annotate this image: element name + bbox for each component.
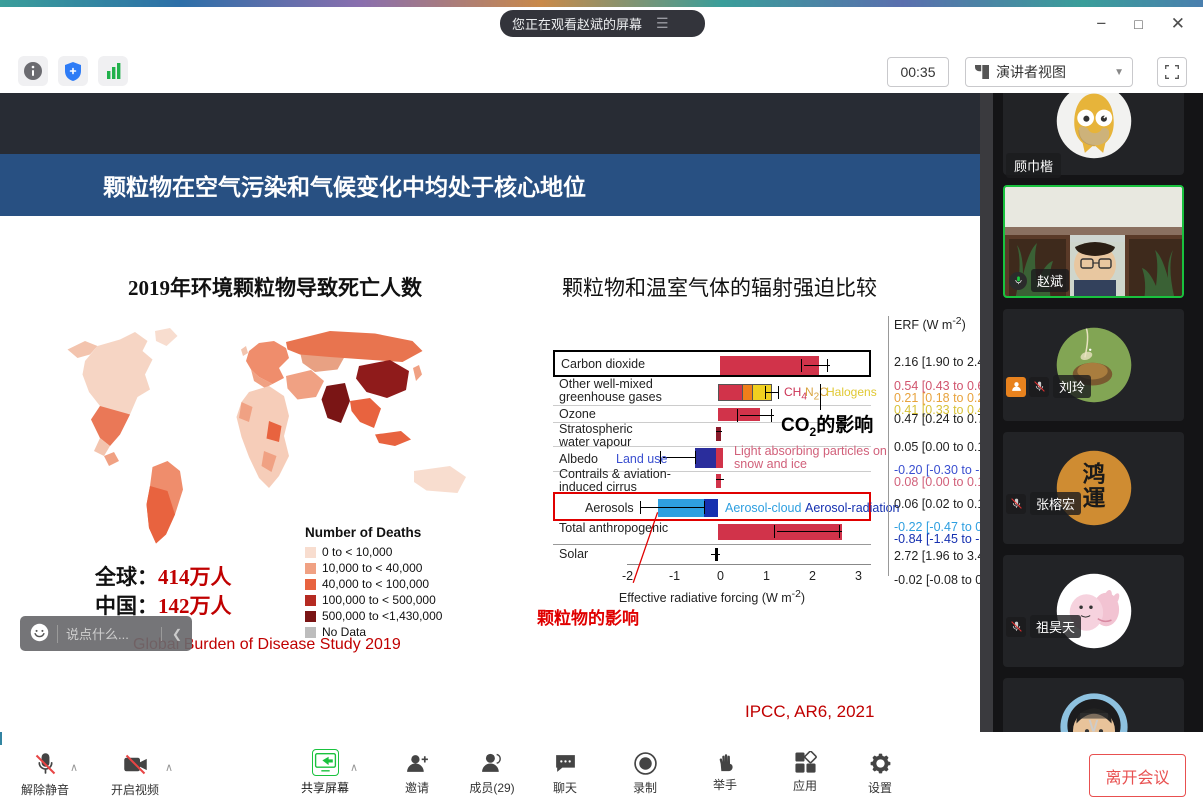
svg-text:運: 運 — [1082, 486, 1105, 511]
svg-text:鸿: 鸿 — [1082, 461, 1105, 487]
